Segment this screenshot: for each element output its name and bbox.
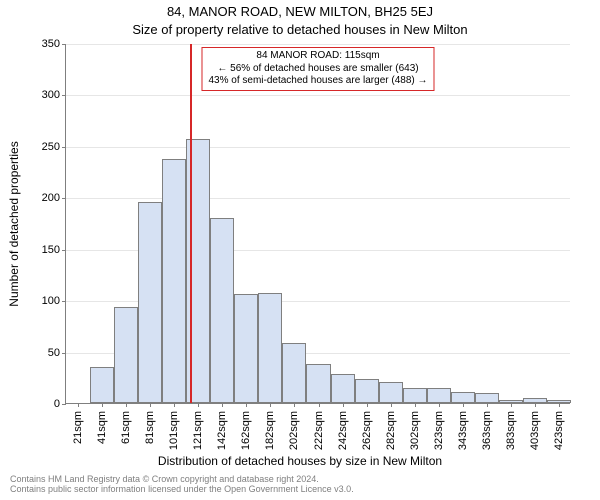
annotation-line2: ← 56% of detached houses are smaller (64… [208,63,427,76]
x-tick-mark [246,403,247,407]
y-tick-label: 0 [54,398,60,410]
histogram-bar [282,343,306,403]
x-tick-mark [463,403,464,407]
page-title-address: 84, MANOR ROAD, NEW MILTON, BH25 5EJ [0,4,600,19]
histogram-bar [475,393,499,403]
y-tick-label: 200 [42,192,60,204]
x-tick-label: 121sqm [192,411,204,450]
x-tick-mark [198,403,199,407]
y-tick-label: 50 [48,347,60,359]
x-tick-mark [391,403,392,407]
x-tick-mark [150,403,151,407]
x-tick-mark [415,403,416,407]
x-tick-label: 262sqm [361,411,373,450]
x-tick-mark [439,403,440,407]
x-tick-mark [270,403,271,407]
x-tick-label: 282sqm [385,411,397,450]
x-tick-label: 222sqm [313,411,325,450]
histogram-bar [138,202,162,403]
y-tick-mark [62,250,66,251]
x-tick-mark [102,403,103,407]
y-tick-label: 100 [42,295,60,307]
y-tick-mark [62,95,66,96]
histogram-bar [210,218,234,403]
x-tick-label: 383sqm [505,411,517,450]
x-tick-mark [294,403,295,407]
x-tick-mark [222,403,223,407]
y-tick-mark [62,353,66,354]
histogram-bar [234,294,258,403]
x-tick-label: 101sqm [168,411,180,450]
histogram-bar [306,364,330,403]
footer-attribution: Contains HM Land Registry data © Crown c… [10,474,354,495]
x-tick-label: 202sqm [288,411,300,450]
histogram-bar [427,388,451,403]
y-tick-label: 150 [42,244,60,256]
footer-line2: Contains public sector information licen… [10,484,354,494]
annotation-line1: 84 MANOR ROAD: 115sqm [208,50,427,63]
y-axis-label: Number of detached properties [7,141,21,306]
x-tick-mark [78,403,79,407]
gridline [66,198,570,199]
histogram-bar [162,159,186,403]
x-tick-label: 343sqm [457,411,469,450]
gridline [66,147,570,148]
histogram-bar [403,388,427,403]
x-tick-mark [559,403,560,407]
y-tick-mark [62,44,66,45]
histogram-bar [258,293,282,403]
x-tick-label: 41sqm [96,411,108,444]
histogram-bar [331,374,355,403]
x-tick-label: 21sqm [72,411,84,444]
x-tick-mark [535,403,536,407]
gridline [66,44,570,45]
x-tick-mark [367,403,368,407]
y-tick-label: 300 [42,89,60,101]
x-tick-label: 423sqm [553,411,565,450]
reference-line [190,44,192,403]
x-axis-label: Distribution of detached houses by size … [0,454,600,468]
annotation-line3: 43% of semi-detached houses are larger (… [208,75,427,88]
x-tick-label: 323sqm [433,411,445,450]
histogram-bar [451,392,475,403]
x-tick-label: 142sqm [216,411,228,450]
histogram-bar [114,307,138,403]
footer-line1: Contains HM Land Registry data © Crown c… [10,474,354,484]
y-tick-mark [62,404,66,405]
x-tick-mark [126,403,127,407]
x-tick-label: 182sqm [264,411,276,450]
histogram-bar [90,367,114,403]
x-tick-label: 61sqm [120,411,132,444]
x-tick-label: 403sqm [529,411,541,450]
gridline [66,95,570,96]
x-tick-label: 81sqm [144,411,156,444]
x-tick-label: 242sqm [337,411,349,450]
x-tick-mark [487,403,488,407]
x-tick-mark [319,403,320,407]
histogram-bar [379,382,403,403]
y-tick-label: 250 [42,141,60,153]
x-tick-mark [174,403,175,407]
y-tick-mark [62,198,66,199]
y-tick-label: 350 [42,38,60,50]
page-subtitle: Size of property relative to detached ho… [0,22,600,37]
histogram-plot: 84 MANOR ROAD: 115sqm ← 56% of detached … [65,44,570,404]
x-tick-mark [511,403,512,407]
histogram-bar [355,379,379,403]
x-tick-label: 302sqm [409,411,421,450]
annotation-box: 84 MANOR ROAD: 115sqm ← 56% of detached … [201,47,434,91]
x-tick-label: 162sqm [240,411,252,450]
x-tick-mark [343,403,344,407]
y-tick-mark [62,301,66,302]
y-tick-mark [62,147,66,148]
x-tick-label: 363sqm [481,411,493,450]
